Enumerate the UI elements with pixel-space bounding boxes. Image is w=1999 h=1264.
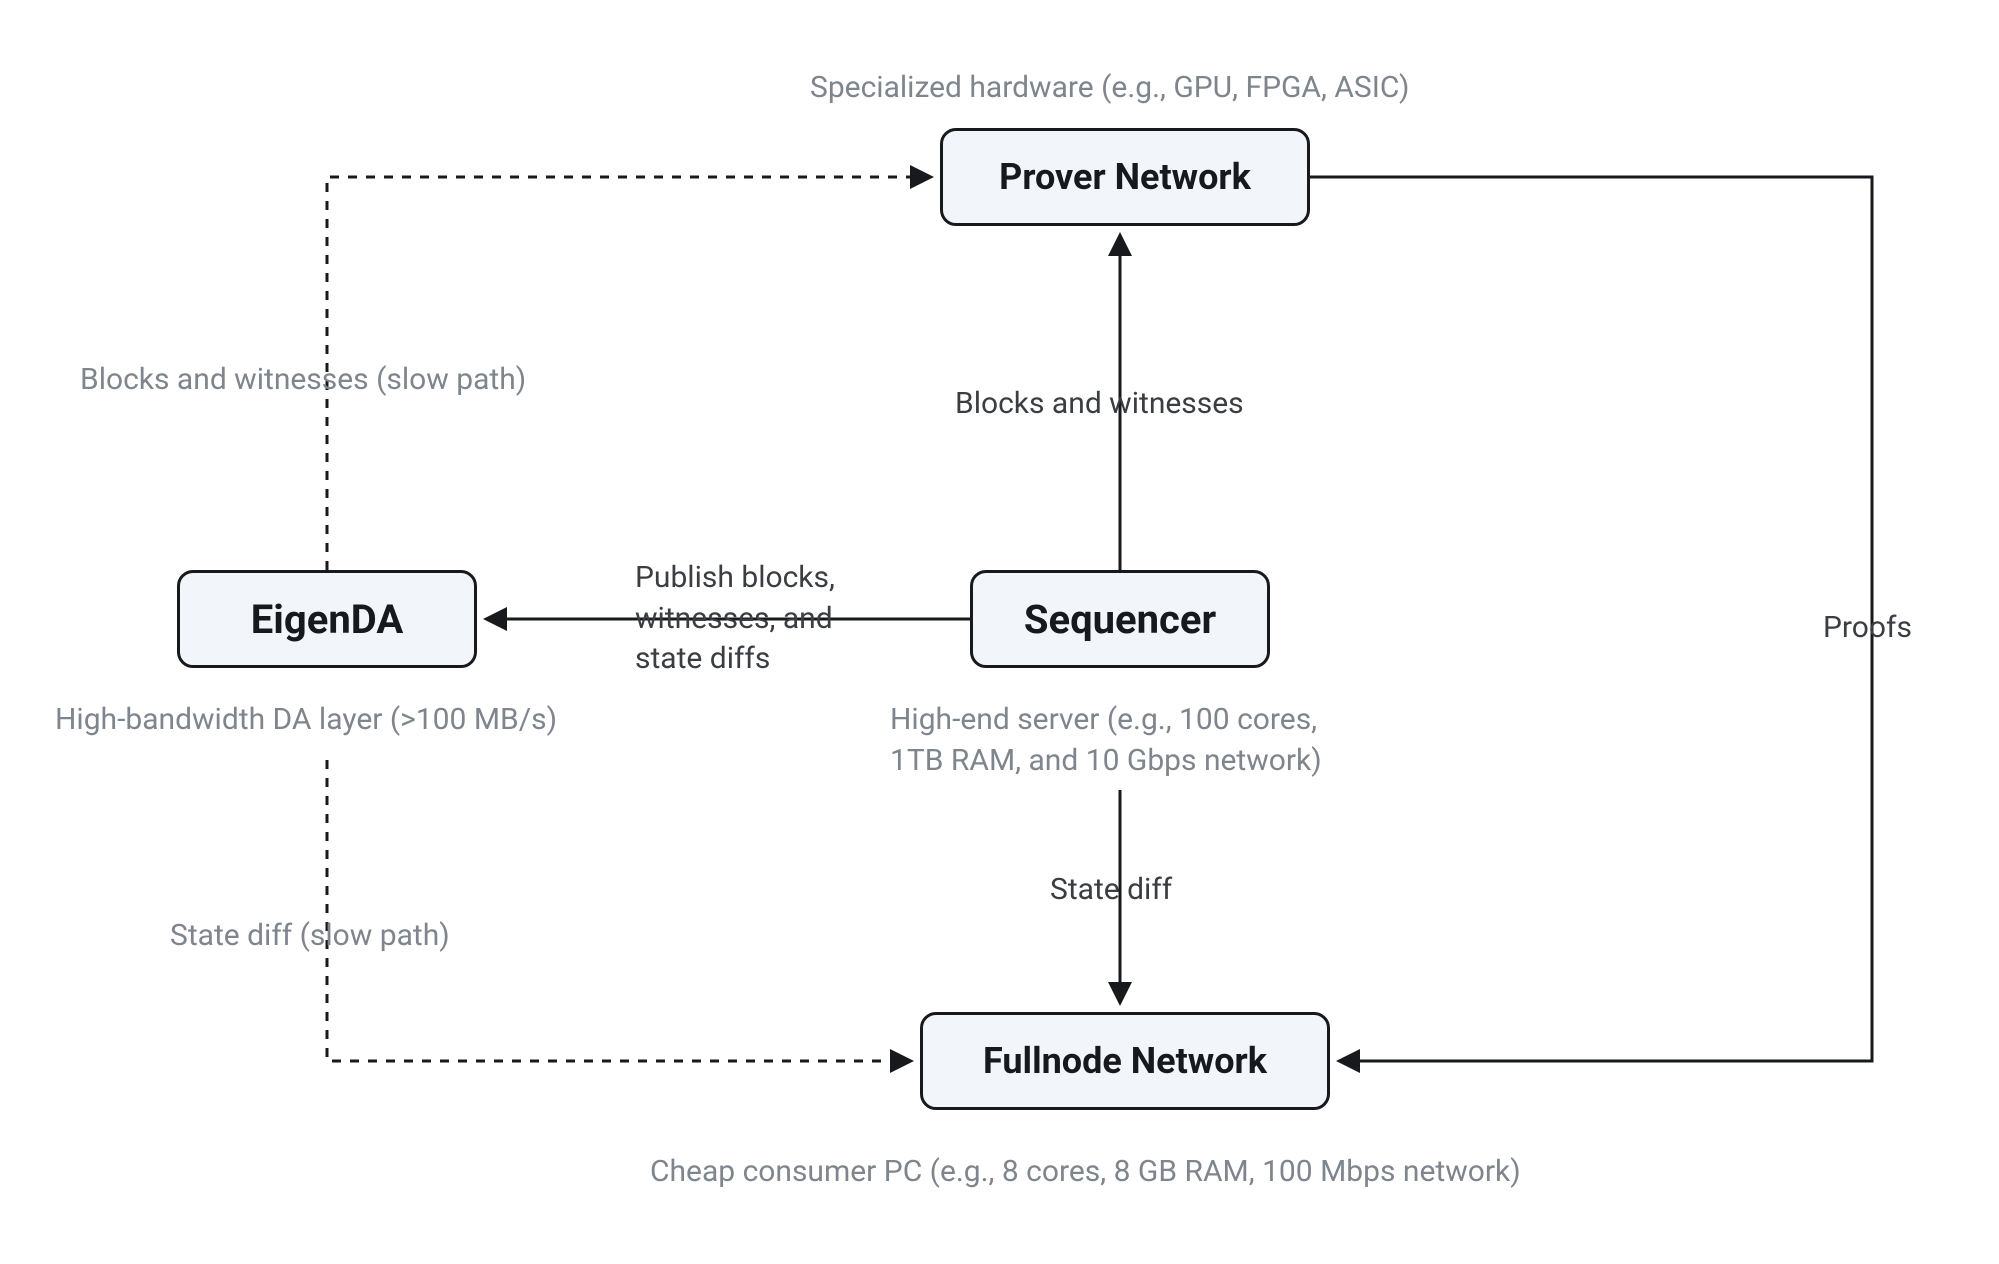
sublabel-fullnode: Cheap consumer PC (e.g., 8 cores, 8 GB R…	[650, 1152, 1521, 1193]
node-prover-network: Prover Network	[940, 128, 1310, 226]
sublabel-prover: Specialized hardware (e.g., GPU, FPGA, A…	[810, 68, 1409, 109]
node-label: Prover Network	[999, 156, 1251, 198]
node-label: Sequencer	[1024, 596, 1216, 643]
edgelabel-seq-to-eigenda: Publish blocks, witnesses, and state dif…	[635, 558, 835, 680]
sublabel-eigenda: High-bandwidth DA layer (>100 MB/s)	[55, 700, 557, 741]
edge-prover-to-fullnode	[1310, 177, 1872, 1061]
node-sequencer: Sequencer	[970, 570, 1270, 668]
diagram-canvas: Prover Network EigenDA Sequencer Fullnod…	[0, 0, 1999, 1264]
edgelabel-eigenda-to-prover: Blocks and witnesses (slow path)	[80, 360, 526, 401]
node-eigenda: EigenDA	[177, 570, 477, 668]
edge-eigenda-to-fullnode	[327, 760, 910, 1061]
node-label: EigenDA	[251, 596, 403, 643]
edgelabel-seq-to-prover: Blocks and witnesses	[955, 384, 1244, 425]
sublabel-sequencer: High-end server (e.g., 100 cores, 1TB RA…	[890, 700, 1322, 781]
edgelabel-prover-to-fullnode: Proofs	[1823, 608, 1912, 649]
node-label: Fullnode Network	[983, 1040, 1267, 1082]
edgelabel-eigenda-to-fullnode: State diff (slow path)	[170, 916, 450, 957]
node-fullnode-network: Fullnode Network	[920, 1012, 1330, 1110]
edgelabel-seq-to-fullnode: State diff	[1050, 870, 1172, 911]
